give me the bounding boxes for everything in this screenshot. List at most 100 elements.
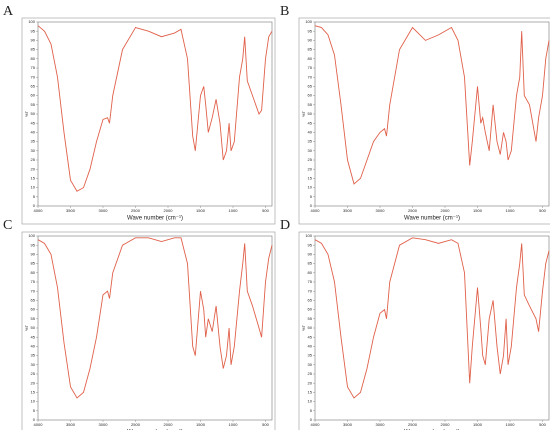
- y-tick-label: 50: [31, 111, 36, 116]
- panel-border: [21, 17, 276, 225]
- x-tick-label: 3500: [343, 208, 353, 213]
- y-tick-label: 40: [31, 343, 36, 348]
- y-tick-label: 75: [308, 279, 313, 284]
- y-tick-label: 90: [308, 37, 313, 42]
- y-tick-label: 20: [308, 166, 313, 171]
- y-tick-label: 80: [308, 56, 313, 61]
- y-tick-label: 55: [31, 102, 36, 107]
- y-tick-label: 0: [310, 203, 313, 208]
- x-tick-label: 3500: [66, 208, 76, 213]
- x-tick-label: 2500: [131, 208, 141, 213]
- y-tick-label: 95: [308, 242, 313, 247]
- y-tick-label: 60: [308, 93, 313, 98]
- y-tick-label: 65: [308, 297, 313, 302]
- y-tick-label: 0: [310, 417, 313, 422]
- y-tick-label: 55: [308, 316, 313, 321]
- x-axis-title: Wave number (cm⁻¹): [127, 216, 183, 222]
- y-tick-label: 85: [308, 47, 313, 52]
- y-tick-label: 70: [31, 288, 36, 293]
- y-tick-label: 30: [31, 362, 36, 367]
- plot-frame: [314, 235, 550, 421]
- y-tick-label: 95: [308, 28, 313, 33]
- x-tick-label: 1500: [473, 422, 483, 427]
- spectrum-line: [37, 25, 273, 192]
- y-tick-label: 100: [28, 19, 35, 24]
- y-tick-label: 15: [308, 175, 313, 180]
- y-tick-label: 35: [31, 139, 36, 144]
- y-tick-label: 75: [31, 279, 36, 284]
- y-axis-title: %T: [301, 110, 306, 117]
- y-tick-label: 40: [308, 129, 313, 134]
- panel-letter: A: [3, 4, 14, 19]
- y-tick-label: 60: [31, 93, 36, 98]
- x-tick-label: 500: [539, 422, 546, 427]
- y-tick-label: 25: [308, 371, 313, 376]
- x-tick-label: 500: [262, 208, 269, 213]
- x-tick-label: 3000: [99, 422, 109, 427]
- y-tick-label: 40: [31, 129, 36, 134]
- x-tick-label: 1500: [196, 422, 206, 427]
- y-tick-label: 65: [31, 83, 36, 88]
- y-tick-label: 45: [308, 120, 313, 125]
- y-tick-label: 70: [308, 74, 313, 79]
- y-tick-label: 25: [31, 371, 36, 376]
- y-tick-label: 20: [31, 166, 36, 171]
- x-tick-label: 2500: [408, 208, 418, 213]
- y-tick-label: 10: [31, 185, 36, 190]
- x-tick-label: 4000: [34, 422, 44, 427]
- y-tick-label: 75: [31, 65, 36, 70]
- panel-letter: D: [280, 218, 290, 233]
- y-tick-label: 65: [31, 297, 36, 302]
- panel-border: [298, 231, 550, 430]
- y-tick-label: 80: [31, 56, 36, 61]
- y-tick-label: 85: [308, 261, 313, 266]
- y-tick-label: 50: [31, 325, 36, 330]
- y-tick-label: 30: [308, 148, 313, 153]
- y-tick-label: 55: [308, 102, 313, 107]
- plot-frame: [314, 21, 550, 207]
- spectrum-line: [314, 25, 550, 185]
- panel-letter: B: [280, 4, 289, 19]
- x-tick-label: 4000: [311, 208, 321, 213]
- y-tick-label: 30: [308, 362, 313, 367]
- x-tick-label: 2500: [408, 422, 418, 427]
- y-tick-label: 25: [31, 157, 36, 162]
- y-tick-label: 90: [31, 251, 36, 256]
- x-tick-label: 500: [539, 208, 546, 213]
- y-tick-label: 50: [308, 111, 313, 116]
- x-tick-label: 1000: [229, 208, 239, 213]
- x-tick-label: 1000: [506, 208, 516, 213]
- y-tick-label: 100: [305, 233, 312, 238]
- y-tick-label: 50: [308, 325, 313, 330]
- y-tick-label: 45: [31, 120, 36, 125]
- y-tick-label: 80: [31, 270, 36, 275]
- spectrum-line: [314, 237, 550, 399]
- y-tick-label: 0: [33, 417, 36, 422]
- y-tick-label: 10: [31, 399, 36, 404]
- x-tick-label: 3000: [376, 422, 386, 427]
- y-tick-label: 15: [31, 175, 36, 180]
- y-tick-label: 35: [31, 353, 36, 358]
- y-tick-label: 55: [31, 316, 36, 321]
- y-tick-label: 70: [308, 288, 313, 293]
- y-tick-label: 95: [31, 28, 36, 33]
- y-tick-label: 100: [28, 233, 35, 238]
- y-tick-label: 5: [310, 408, 313, 413]
- x-tick-label: 1500: [196, 208, 206, 213]
- y-tick-label: 85: [31, 47, 36, 52]
- y-tick-label: 5: [310, 194, 313, 199]
- y-tick-label: 70: [31, 74, 36, 79]
- y-tick-label: 20: [31, 380, 36, 385]
- y-tick-label: 60: [31, 307, 36, 312]
- y-tick-label: 10: [308, 399, 313, 404]
- y-tick-label: 100: [305, 19, 312, 24]
- x-tick-label: 2000: [164, 208, 174, 213]
- x-tick-label: 1000: [506, 422, 516, 427]
- y-tick-label: 5: [33, 408, 36, 413]
- y-tick-label: 35: [308, 353, 313, 358]
- y-tick-label: 20: [308, 380, 313, 385]
- y-tick-label: 25: [308, 157, 313, 162]
- x-tick-label: 3500: [343, 422, 353, 427]
- x-tick-label: 3000: [99, 208, 109, 213]
- y-tick-label: 85: [31, 261, 36, 266]
